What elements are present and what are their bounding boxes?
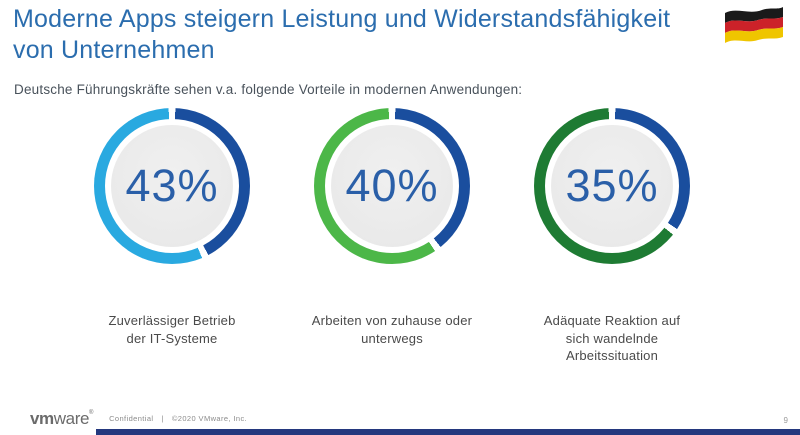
donut-column-3: 35% Adäquate Reaktion auf sich wandelnde… bbox=[502, 108, 722, 365]
footer-meta: Confidential | ©2020 VMware, Inc. bbox=[109, 414, 247, 423]
donut-caption: Zuverlässiger Betrieb der IT-Systeme bbox=[108, 313, 236, 346]
flag-red-stripe bbox=[725, 17, 783, 33]
donut-chart-work-from-home: 40% bbox=[314, 108, 470, 264]
donut-chart-adequate-reaction: 35% bbox=[534, 108, 690, 264]
page-number: 9 bbox=[783, 416, 788, 425]
slide-subtitle: Deutsche Führungskräfte sehen v.a. folge… bbox=[14, 82, 523, 97]
slide-title: Moderne Apps steigern Leistung und Wider… bbox=[13, 5, 671, 64]
vmware-logo: vmware® bbox=[30, 410, 93, 427]
donut-percentage: 40% bbox=[345, 160, 439, 211]
copyright-text: ©2020 VMware, Inc. bbox=[171, 414, 248, 423]
donut-inner-circle: 43% bbox=[105, 119, 239, 253]
donut-percentage: 43% bbox=[125, 160, 219, 211]
donut-inner-circle: 35% bbox=[545, 119, 679, 253]
donut-column-1: 43% Zuverlässiger Betrieb der IT-Systeme bbox=[62, 108, 282, 365]
slide-footer: vmware® Confidential | ©2020 VMware, Inc… bbox=[30, 410, 247, 427]
donut-caption: Adäquate Reaktion auf sich wandelnde Arb… bbox=[543, 313, 681, 364]
vmware-logo-ware: ware bbox=[53, 409, 90, 428]
flag-black-stripe bbox=[725, 7, 783, 23]
flag-gold-stripe bbox=[725, 27, 783, 43]
donut-caption: Arbeiten von zuhause oder unterwegs bbox=[311, 313, 473, 346]
german-flag-icon bbox=[725, 7, 783, 43]
donut-chart-row: 43% Zuverlässiger Betrieb der IT-Systeme… bbox=[62, 108, 722, 365]
confidential-label: Confidential bbox=[109, 414, 154, 423]
vmware-logo-vm: vm bbox=[30, 409, 54, 428]
bottom-accent-bar bbox=[96, 429, 800, 435]
footer-separator: | bbox=[161, 414, 164, 423]
registered-trademark-icon: ® bbox=[89, 410, 94, 416]
donut-inner-circle: 40% bbox=[325, 119, 459, 253]
donut-column-2: 40% Arbeiten von zuhause oder unterwegs bbox=[282, 108, 502, 365]
donut-percentage: 35% bbox=[565, 160, 659, 211]
donut-chart-reliable-it: 43% bbox=[94, 108, 250, 264]
